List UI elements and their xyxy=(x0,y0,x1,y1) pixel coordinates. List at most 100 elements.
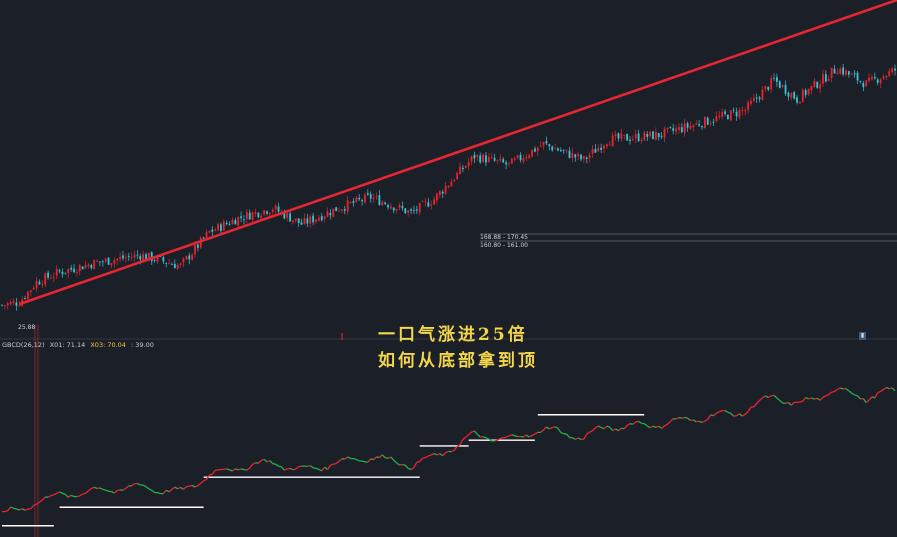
indicator-segment xyxy=(862,398,867,403)
indicator-segment xyxy=(503,436,507,439)
indicator-segment xyxy=(50,494,55,497)
indicator-segment xyxy=(326,464,331,470)
indicator-segment xyxy=(186,485,190,488)
indicator-segment xyxy=(67,494,72,498)
candle-body xyxy=(868,77,870,81)
marker-icon[interactable]: ▮ xyxy=(859,332,866,340)
candle-body xyxy=(346,200,349,212)
indicator-segment xyxy=(465,434,470,438)
candle-body xyxy=(332,208,335,217)
indicator-segment xyxy=(546,426,550,430)
indicator-segment xyxy=(10,506,14,509)
indicator-segment xyxy=(442,452,447,457)
candle-body xyxy=(127,256,130,257)
indicator-segment xyxy=(200,480,205,484)
indicator-segment xyxy=(765,395,769,399)
indicator-segment xyxy=(370,458,374,461)
indicator-segment xyxy=(618,427,622,432)
indicator-segment xyxy=(730,412,735,417)
candle-body xyxy=(317,217,320,221)
candle-body xyxy=(205,232,208,238)
candle-body xyxy=(879,79,882,84)
candle-body xyxy=(64,272,67,274)
candle-body xyxy=(441,191,444,194)
candle-body xyxy=(698,124,701,126)
candle-body xyxy=(119,256,122,259)
candle-body xyxy=(248,212,251,220)
indicator-segment xyxy=(252,462,256,466)
candle-body xyxy=(836,72,839,75)
candle-body xyxy=(436,193,438,201)
candle-body xyxy=(833,68,836,74)
indicator-segment xyxy=(7,506,12,512)
candle-body xyxy=(703,116,706,128)
indicator-segment xyxy=(453,446,458,451)
candle-body xyxy=(747,102,749,110)
candle-body xyxy=(392,207,395,211)
indicator-segment xyxy=(203,478,207,482)
candle-body xyxy=(542,141,545,146)
annotation-headline: 一口气涨进25倍 xyxy=(378,325,528,345)
indicator-segment xyxy=(117,489,121,492)
indicator-segment xyxy=(560,431,564,435)
candle-body xyxy=(773,77,775,79)
indicator-segment xyxy=(59,491,63,495)
candle-body xyxy=(107,257,110,265)
candle-body xyxy=(217,223,219,231)
candle-body xyxy=(338,210,340,212)
candle-body xyxy=(770,78,773,90)
indicator-segment xyxy=(404,464,409,469)
indicator-segment xyxy=(638,420,642,424)
candle-body xyxy=(462,167,464,170)
candle-body xyxy=(467,162,470,167)
indicator-segment xyxy=(33,503,37,506)
indicator-segment xyxy=(338,458,343,462)
candle-body xyxy=(196,244,199,248)
start-price-tag: 25.88 xyxy=(18,324,36,331)
candle-body xyxy=(274,205,277,210)
indicator-segment xyxy=(868,396,873,401)
candle-body xyxy=(104,258,107,262)
indicator-segment xyxy=(122,487,127,491)
indicator-level: : 39.00 xyxy=(131,341,154,349)
indicator-segment xyxy=(269,460,274,465)
candle-body xyxy=(430,204,433,206)
candle-body xyxy=(47,272,49,278)
candle-body xyxy=(752,98,755,101)
candle-body xyxy=(715,116,718,122)
candle-body xyxy=(721,112,724,117)
indicator-segment xyxy=(825,393,830,397)
indicator-segment xyxy=(62,492,66,495)
candle-body xyxy=(502,159,505,163)
candle-body xyxy=(225,222,228,224)
candle-body xyxy=(234,219,237,225)
candle-body xyxy=(680,127,683,132)
candle-body xyxy=(315,219,317,222)
indicator-pane xyxy=(1,386,896,527)
candle-body xyxy=(424,201,427,203)
candle-body xyxy=(78,265,81,272)
indicator-segment xyxy=(649,425,654,429)
indicator-segment xyxy=(500,437,504,440)
candle-body xyxy=(438,191,441,196)
indicator-segment xyxy=(511,434,515,437)
candle-body xyxy=(738,110,741,118)
candle-body xyxy=(130,257,133,258)
indicator-segment xyxy=(137,482,141,486)
indicator-segment xyxy=(330,463,334,466)
candle-body xyxy=(162,257,165,262)
candle-body xyxy=(309,216,312,224)
indicator-segment xyxy=(880,388,884,392)
indicator-segment xyxy=(456,444,461,448)
candle-body xyxy=(473,154,476,159)
indicator-segment xyxy=(344,456,349,460)
candle-body xyxy=(767,86,770,90)
indicator-segment xyxy=(837,387,841,390)
candle-body xyxy=(93,260,96,270)
indicator-segment xyxy=(191,484,196,488)
indicator-segment xyxy=(263,458,268,463)
candle-body xyxy=(652,131,654,140)
indicator-segment xyxy=(482,436,487,439)
candle-body xyxy=(202,237,205,239)
candle-body xyxy=(214,229,217,231)
